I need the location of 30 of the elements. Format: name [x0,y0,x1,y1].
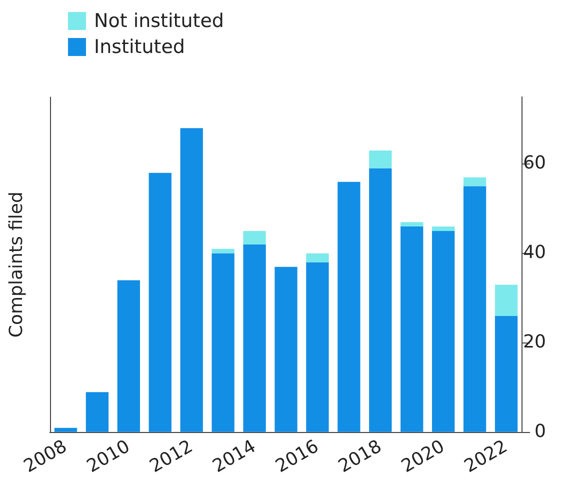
bar [369,150,392,168]
bar [463,177,486,186]
bar [148,172,172,432]
bar [400,226,424,432]
bar [212,248,234,254]
y-axis-title: Complaints filed [6,192,27,338]
bar [306,262,329,432]
bar [432,226,455,232]
bar [117,280,140,432]
bar [86,392,109,432]
y-tick-label: 40 [523,242,546,264]
bar [369,168,392,432]
legend-label: Instituted [94,36,185,58]
bar [212,253,234,432]
y-tick-label: 60 [523,152,546,174]
bar [494,316,518,432]
y-tick-label: 20 [523,332,546,353]
y-tick-label: 0 [534,421,546,442]
bar [243,231,266,244]
bar [400,222,424,227]
bar [243,244,266,432]
bar [54,428,78,432]
bar [180,128,203,432]
bar [463,186,486,432]
legend-label: Not instituted [94,10,224,32]
bar [432,231,455,432]
bar [338,182,360,432]
bar [274,266,298,432]
bar [494,284,518,316]
bar [306,253,329,262]
